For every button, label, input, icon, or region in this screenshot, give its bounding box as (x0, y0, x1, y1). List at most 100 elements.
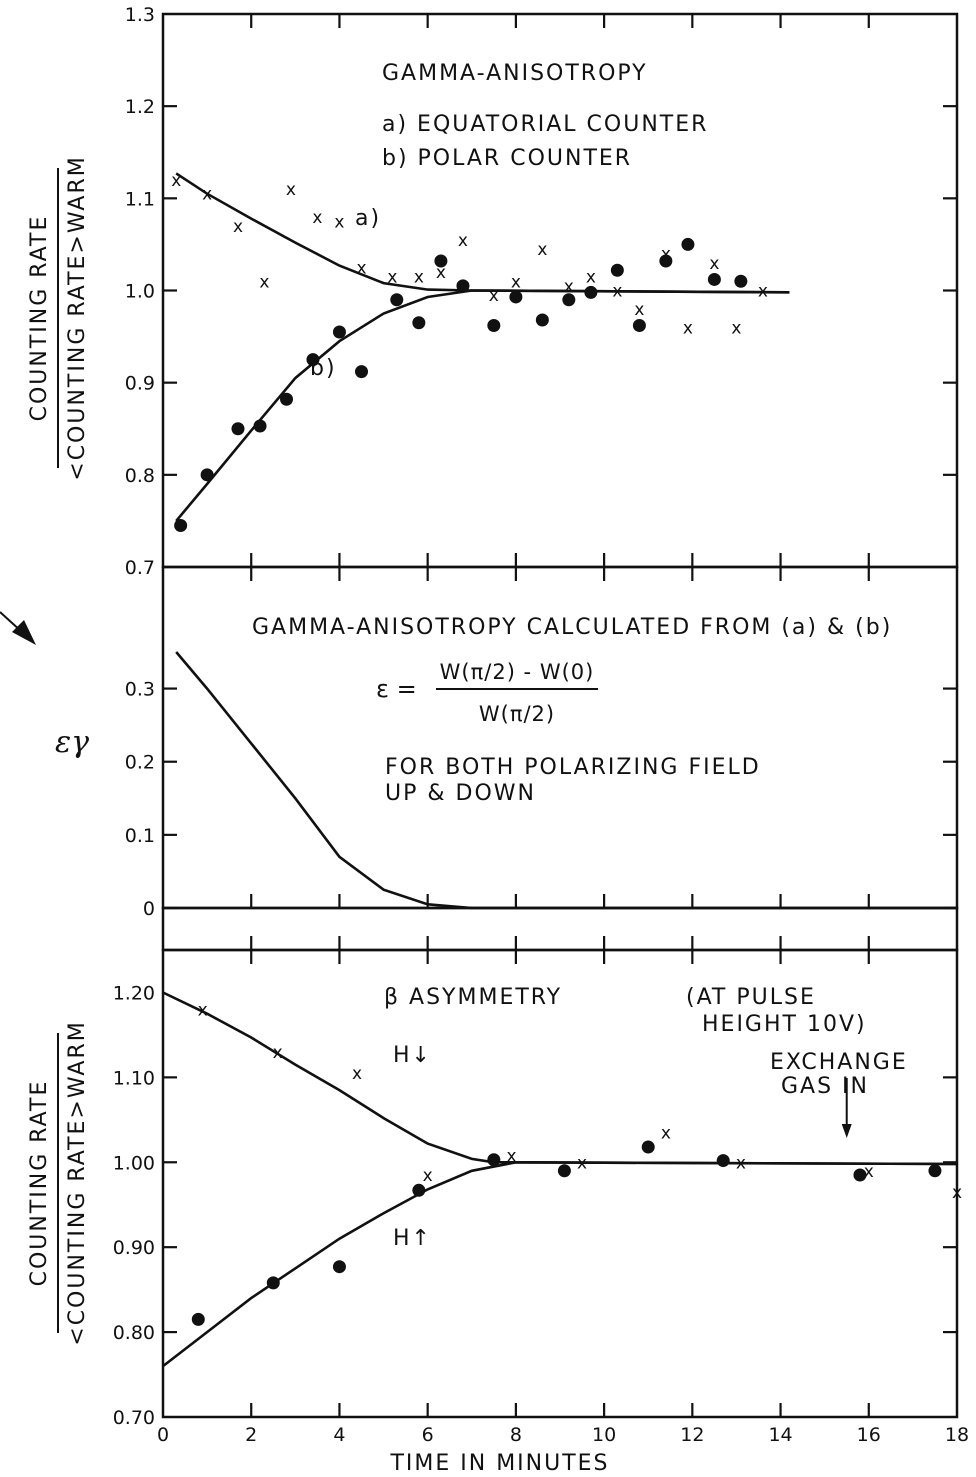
h-up-data-point (928, 1164, 942, 1178)
formula-numerator: W(π/2) - W(0) (440, 660, 595, 684)
h-down-data-point: x (577, 1153, 587, 1173)
x-tick-label: 18 (945, 1424, 969, 1446)
polar-data-point (306, 353, 320, 367)
pulse-height-note-line2: HEIGHT 10V) (702, 1012, 867, 1037)
panel1-y-tick-label: 0.8 (125, 465, 155, 487)
polar-data-point (632, 319, 646, 333)
equatorial-data-point: x (387, 268, 397, 288)
equatorial-data-point: x (458, 231, 468, 251)
h-up-data-point (853, 1168, 867, 1182)
polar-data-point (562, 293, 576, 307)
polar-data-point (487, 319, 501, 333)
formula-lhs: ε = (376, 675, 417, 703)
panel2-y-tick-label: 0 (143, 898, 155, 920)
equatorial-data-point: x (683, 318, 693, 338)
exchange-gas-label-line1: EXCHANGE (770, 1050, 908, 1075)
equatorial-data-point: x (537, 240, 547, 260)
h-down-data-point: x (736, 1153, 746, 1173)
legend-polar-counter: b) POLAR COUNTER (382, 146, 632, 171)
equatorial-data-point: x (511, 272, 521, 292)
h-down-data-point: x (952, 1183, 962, 1203)
h-up-data-point (266, 1276, 280, 1290)
equatorial-data-point: x (586, 268, 596, 288)
h-up-data-point (487, 1153, 501, 1167)
polar-data-point (456, 279, 470, 293)
h-up-data-point (412, 1183, 426, 1197)
panel1-y-tick-label: 1.2 (125, 96, 155, 118)
panel3-y-tick-labels: 0.70 0.80 0.90 1.00 1.10 1.20 (113, 982, 155, 1429)
polar-data-point (434, 254, 448, 268)
equatorial-data-point: x (612, 282, 622, 302)
panel2-y-tick-labels: 0 0.1 0.2 0.3 (125, 679, 155, 920)
equatorial-data-point: x (286, 180, 296, 200)
polar-data-point (734, 274, 748, 288)
panel1-y-axis-title-denominator: <COUNTING RATE>WARM (65, 155, 90, 480)
panel3-y-axis-title-numerator: COUNTING RATE (27, 1080, 52, 1287)
h-down-data-point: x (198, 1000, 208, 1020)
h-up-data-point (332, 1260, 346, 1274)
polar-data-point (332, 325, 346, 339)
panel2-title: GAMMA-ANISOTROPY CALCULATED FROM (a) & (… (252, 615, 892, 640)
epsilon-curve (175, 651, 957, 910)
panel1-y-tick-label: 1.1 (125, 188, 155, 210)
equatorial-data-point: x (709, 254, 719, 274)
formula-denominator: W(π/2) (479, 702, 555, 726)
panel3-y-tick-label: 1.20 (113, 982, 155, 1004)
panel1-y-axis-title-numerator: COUNTING RATE (27, 215, 52, 422)
equatorial-data-point: x (758, 282, 768, 302)
polar-data-point (253, 419, 267, 433)
equatorial-data-point: x (634, 300, 644, 320)
h-down-data-point: x (864, 1162, 874, 1182)
panel3-y-tick-label: 1.00 (113, 1152, 155, 1174)
h-down-data-point: x (273, 1043, 283, 1063)
h-up-data-point (191, 1312, 205, 1326)
panel2-y-axis-title: εγ (55, 725, 89, 760)
panel3-y-tick-label: 0.90 (113, 1237, 155, 1259)
x-tick-label: 12 (680, 1424, 704, 1446)
margin-arrow-icon (0, 611, 36, 645)
polar-data-point (174, 519, 188, 533)
h-down-data-point: x (661, 1124, 671, 1144)
panel1-y-tick-label: 0.9 (125, 373, 155, 395)
x-tick-label: 0 (157, 1424, 169, 1446)
legend-equatorial-counter: a) EQUATORIAL COUNTER (382, 112, 708, 137)
equatorial-data-point: x (489, 286, 499, 306)
x-tick-label: 16 (857, 1424, 881, 1446)
equatorial-data-point: x (731, 318, 741, 338)
panel2-y-tick-label: 0.3 (125, 679, 155, 701)
h-up-data-point (641, 1140, 655, 1154)
fit-curve-h-up (162, 1160, 958, 1368)
pulse-height-note-line1: (AT PULSE (686, 985, 816, 1010)
x-tick-label: 8 (510, 1424, 522, 1446)
panel3-ticks (163, 950, 957, 1417)
equatorial-data-point: x (259, 272, 269, 292)
panel1-y-tick-label: 0.7 (125, 557, 155, 579)
panel-anisotropy-calculated: 0 0.1 0.2 0.3 GAMMA-ANISOTROPY CALCULATED F… (55, 565, 959, 950)
equatorial-data-point: x (233, 217, 243, 237)
h-down-label: H↓ (393, 1043, 432, 1068)
panel1-y-tick-label: 1.3 (125, 4, 155, 26)
panel1-title: GAMMA-ANISOTROPY (382, 61, 648, 86)
exchange-gas-arrow-icon (841, 1078, 852, 1138)
fit-curve-equatorial (175, 172, 790, 294)
polar-data-point (681, 237, 695, 251)
polar-data-point (412, 316, 426, 330)
fit-curve-polar (175, 289, 790, 522)
x-tick-label: 10 (592, 1424, 616, 1446)
h-up-points (191, 1140, 942, 1326)
polar-data-point (231, 422, 245, 436)
polar-data-point (200, 468, 214, 482)
equatorial-data-point: x (564, 277, 574, 297)
curve-label-b: b) (310, 356, 337, 381)
x-tick-label: 6 (422, 1424, 434, 1446)
x-tick-label: 14 (768, 1424, 792, 1446)
equatorial-data-point: x (436, 263, 446, 283)
panel3-y-tick-label: 0.70 (113, 1407, 155, 1429)
panel3-y-tick-label: 1.10 (113, 1067, 155, 1089)
panel1-y-tick-labels: 0.7 0.8 0.9 1.0 1.1 1.2 1.3 (125, 4, 155, 579)
panel2-note-line1: FOR BOTH POLARIZING FIELD (385, 755, 761, 780)
h-up-label: H↑ (393, 1226, 432, 1251)
equatorial-data-point: x (334, 212, 344, 232)
panel3-frame (161, 948, 959, 1419)
